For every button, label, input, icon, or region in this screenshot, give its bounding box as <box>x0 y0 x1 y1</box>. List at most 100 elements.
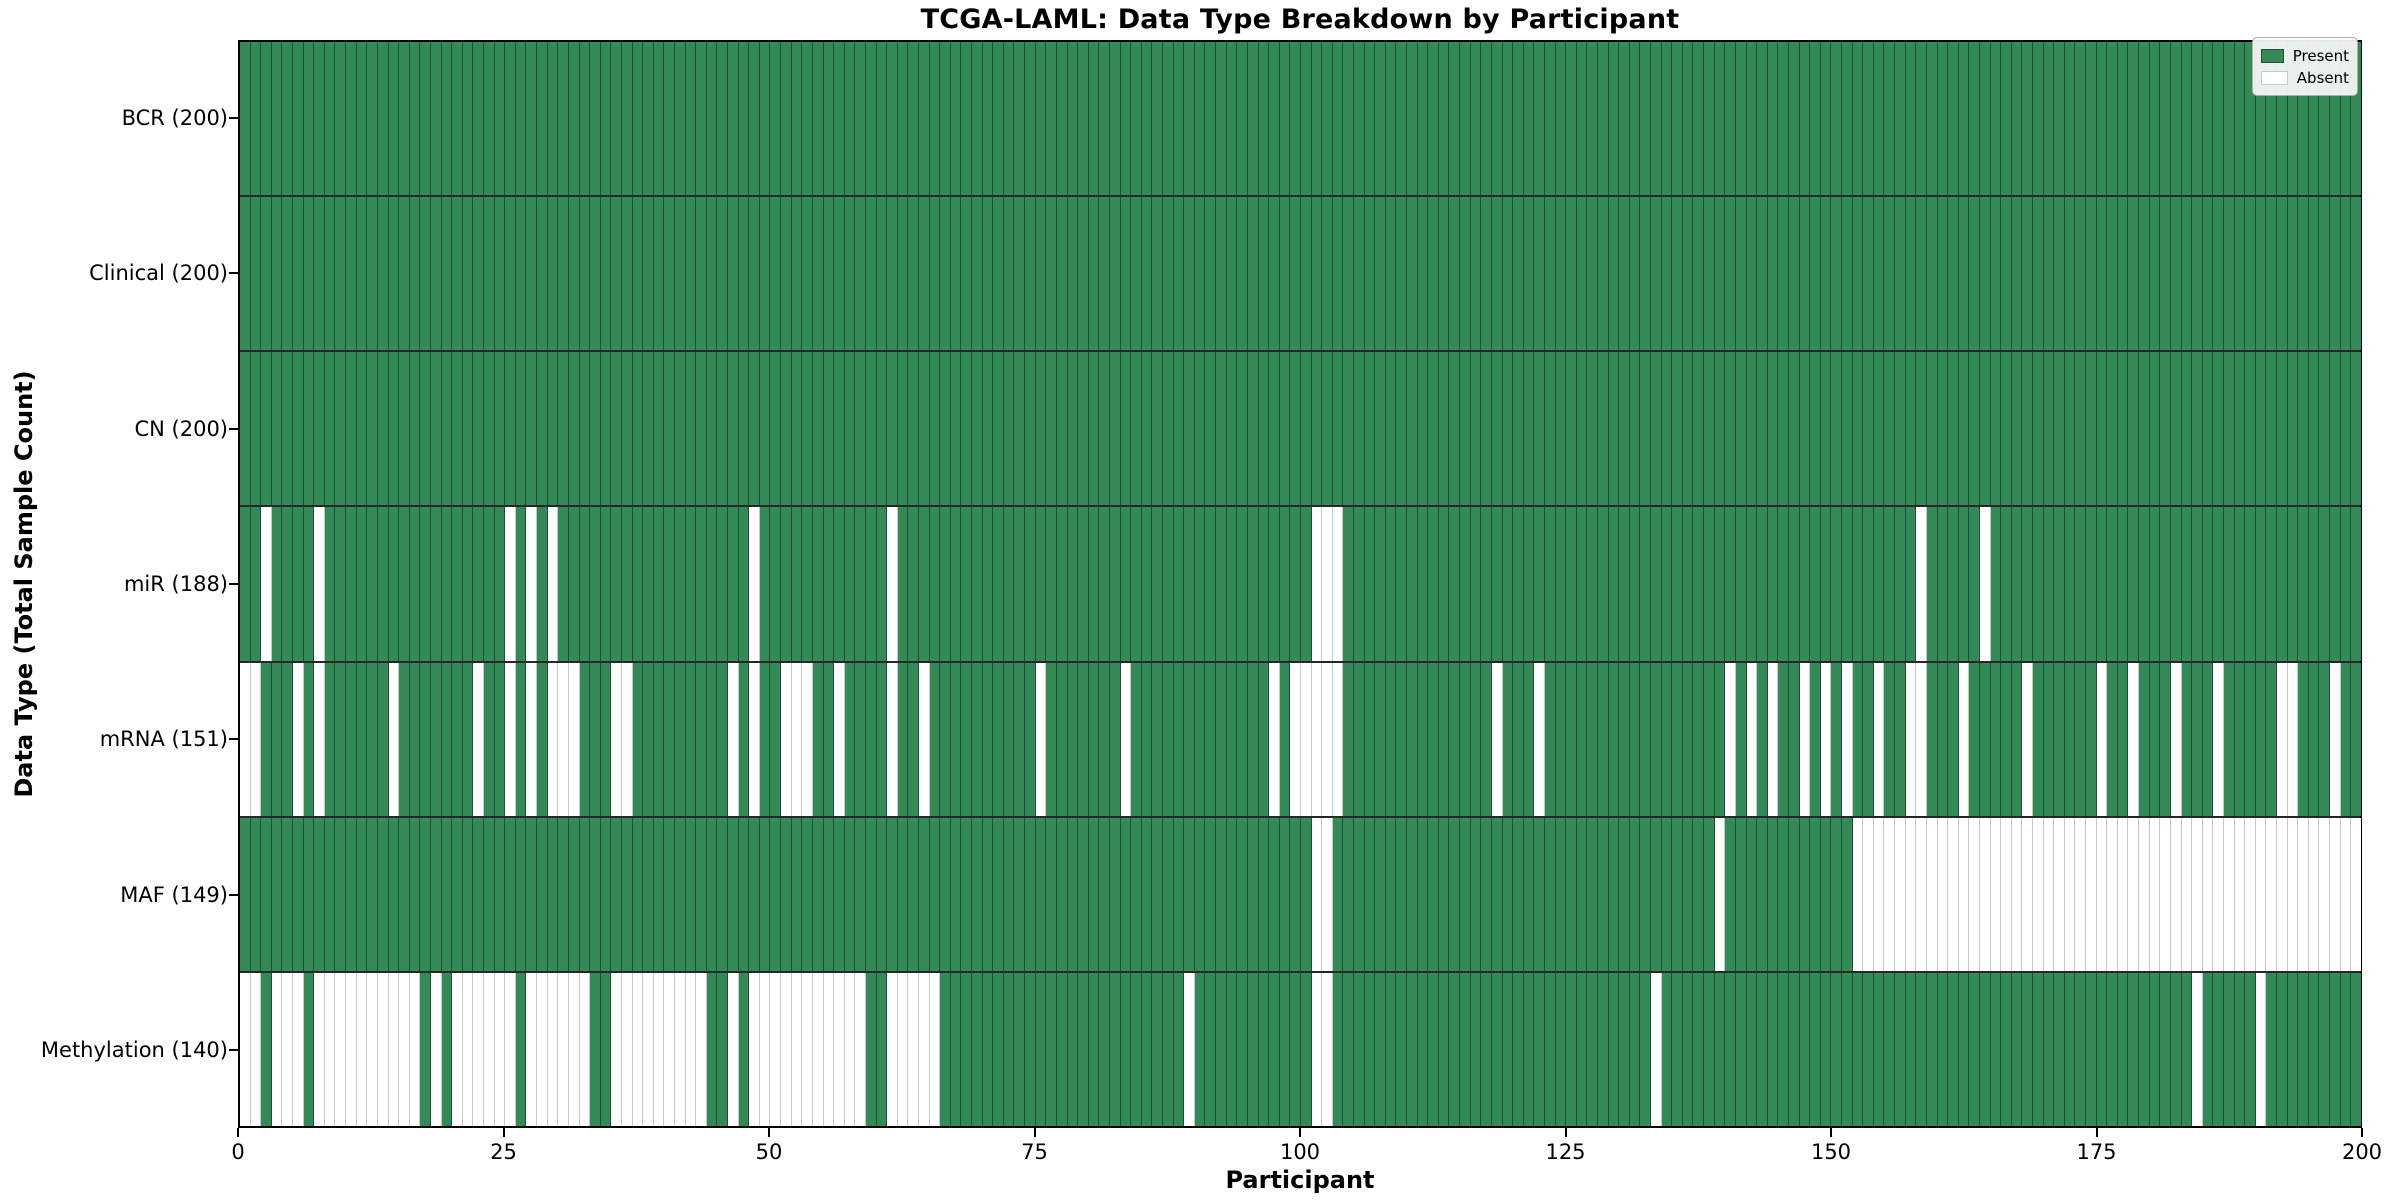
heatmap-cell <box>653 817 665 971</box>
heatmap-cell <box>2308 817 2320 971</box>
heatmap-cell <box>399 42 410 196</box>
heatmap-cell <box>1704 197 1715 351</box>
y-tick-label-mrna: mRNA (151) <box>99 727 228 752</box>
heatmap-cell <box>1831 817 1843 971</box>
heatmap-cell <box>993 507 1004 661</box>
heatmap-cell <box>865 352 877 506</box>
heatmap-cell <box>1863 507 1874 661</box>
heatmap-cell <box>261 972 272 1126</box>
heatmap-cell <box>1470 972 1482 1126</box>
heatmap-cell <box>2117 817 2129 971</box>
heatmap-cell <box>1523 507 1535 661</box>
heatmap-cell <box>2202 817 2214 971</box>
heatmap-cell <box>2287 662 2299 816</box>
heatmap-cell <box>1714 42 1726 196</box>
heatmap-cell <box>1481 352 1492 506</box>
heatmap-cell <box>2266 972 2277 1126</box>
heatmap-cell <box>2266 662 2277 816</box>
heatmap-cell <box>2107 352 2118 506</box>
y-axis-label: Data Type (Total Sample Count) <box>10 370 38 798</box>
heatmap-cell <box>537 352 548 506</box>
heatmap-cell <box>1078 662 1089 816</box>
heatmap-cell <box>600 507 612 661</box>
heatmap-cell <box>1842 352 1853 506</box>
heatmap-cell <box>1194 817 1206 971</box>
heatmap-cell <box>1056 352 1068 506</box>
heatmap-cell <box>388 817 400 971</box>
heatmap-cell <box>303 662 315 816</box>
heatmap-cell <box>282 42 294 196</box>
heatmap-cell <box>961 42 973 196</box>
heatmap-cell <box>1385 197 1397 351</box>
heatmap-cell <box>388 42 400 196</box>
heatmap-cell <box>876 352 888 506</box>
heatmap-cell <box>2287 507 2299 661</box>
x-tick-mark <box>502 1128 505 1137</box>
heatmap-cell <box>802 42 813 196</box>
heatmap-cell <box>1438 507 1450 661</box>
heatmap-cell <box>1661 42 1673 196</box>
heatmap-cell <box>685 197 697 351</box>
heatmap-cell <box>749 972 760 1126</box>
y-tick-label-clinical: Clinical (200) <box>89 261 228 286</box>
heatmap-cell <box>940 352 951 506</box>
heatmap-cell <box>1852 507 1864 661</box>
heatmap-cell <box>1979 972 1991 1126</box>
heatmap-cell <box>494 352 506 506</box>
heatmap-cell <box>1258 42 1270 196</box>
heatmap-cell <box>1269 507 1280 661</box>
heatmap-cell <box>2277 662 2288 816</box>
heatmap-cell <box>2287 352 2299 506</box>
heatmap-cell <box>664 42 675 196</box>
heatmap-cell <box>1088 972 1100 1126</box>
heatmap-cell <box>1109 197 1121 351</box>
heatmap-cell <box>1300 972 1312 1126</box>
heatmap-cell <box>282 507 294 661</box>
heatmap-cell <box>1269 662 1280 816</box>
heatmap-cell <box>1407 817 1418 971</box>
heatmap-cell <box>2107 197 2118 351</box>
heatmap-cell <box>1279 197 1291 351</box>
heatmap-cell <box>1958 42 1970 196</box>
heatmap-cell <box>1895 972 1906 1126</box>
heatmap-cell <box>1926 352 1938 506</box>
heatmap-cell <box>473 662 485 816</box>
heatmap-cell <box>621 197 633 351</box>
heatmap-cell <box>823 507 835 661</box>
heatmap-cell <box>1332 352 1344 506</box>
heatmap-cell <box>1247 197 1259 351</box>
heatmap-cell <box>1237 197 1248 351</box>
heatmap-cell <box>1714 972 1726 1126</box>
heatmap-cell <box>834 42 845 196</box>
heatmap-cell <box>430 42 442 196</box>
heatmap-cell <box>823 352 835 506</box>
heatmap-cell <box>1300 817 1312 971</box>
heatmap-cell <box>2202 197 2214 351</box>
heatmap-cell <box>1502 352 1514 506</box>
heatmap-cell <box>1491 507 1503 661</box>
heatmap-cell <box>1735 197 1747 351</box>
heatmap-cell <box>1290 507 1301 661</box>
heatmap-cell <box>2170 197 2182 351</box>
x-tick-mark <box>1299 1128 1301 1137</box>
heatmap-cell <box>1491 42 1503 196</box>
heatmap-cell <box>1131 972 1142 1126</box>
heatmap-cell <box>1364 662 1376 816</box>
heatmap-cell <box>759 42 771 196</box>
heatmap-cell <box>929 662 941 816</box>
heatmap-cell <box>568 197 580 351</box>
heatmap-cell <box>1937 197 1949 351</box>
heatmap-cell <box>929 507 941 661</box>
heatmap-cell <box>2054 507 2065 661</box>
heatmap-cell <box>1969 972 1980 1126</box>
heatmap-cell <box>1566 662 1577 816</box>
heatmap-cell <box>409 662 421 816</box>
heatmap-cell <box>600 352 612 506</box>
heatmap-cell <box>2128 817 2140 971</box>
heatmap-cell <box>2202 507 2214 661</box>
heatmap-cell <box>1905 817 1917 971</box>
heatmap-cell <box>452 662 463 816</box>
heatmap-cell <box>2266 817 2277 971</box>
heatmap-cell <box>399 972 410 1126</box>
